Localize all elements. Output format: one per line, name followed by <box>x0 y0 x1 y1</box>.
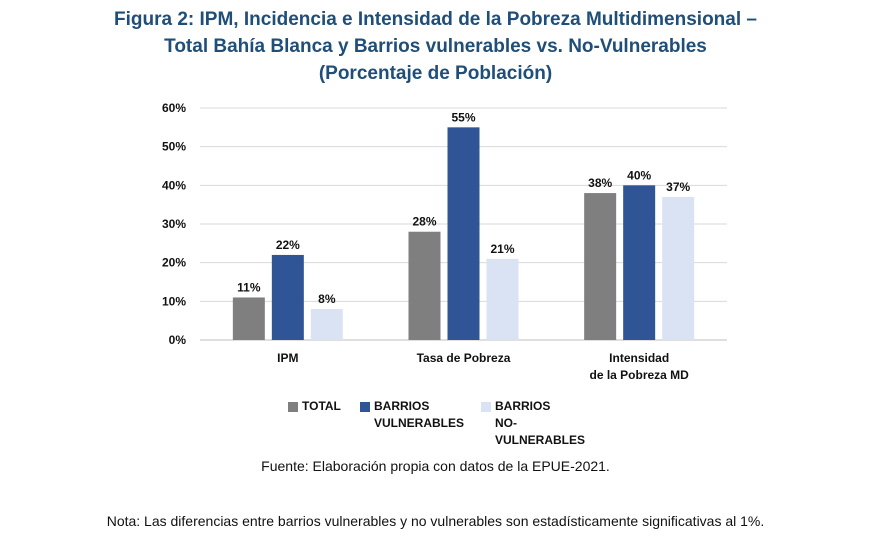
legend-label-vulnerables: BARRIOS VULNERABLES <box>374 399 465 430</box>
x-tick-label: IPM <box>277 351 298 365</box>
legend-label-no-vulnerables: BARRIOS NO-VULNERABLES <box>495 399 586 447</box>
bar <box>447 127 480 340</box>
bar <box>310 309 343 340</box>
data-label: 22% <box>276 238 300 252</box>
legend: TOTAL BARRIOS VULNERABLES BARRIOS NO-VUL… <box>0 398 871 447</box>
data-label: 21% <box>490 242 514 256</box>
title-line-2: Total Bahía Blanca y Barrios vulnerables… <box>164 36 707 57</box>
y-tick-label: 10% <box>162 294 186 308</box>
data-label: 37% <box>666 180 690 194</box>
legend-swatch-total <box>288 402 298 412</box>
chart-title: Figura 2: IPM, Incidencia e Intensidad d… <box>0 6 871 87</box>
bar <box>271 254 304 340</box>
legend-label-total: TOTAL <box>302 399 341 413</box>
data-label: 55% <box>451 110 475 124</box>
x-tick-label: Tasa de Pobreza <box>417 351 511 365</box>
data-label: 40% <box>627 168 651 182</box>
source-text: Fuente: Elaboración propia con datos de … <box>261 458 610 474</box>
bar <box>232 297 265 340</box>
data-label: 28% <box>412 215 436 229</box>
bar <box>623 185 656 340</box>
note-text: Nota: Las diferencias entre barrios vuln… <box>106 513 765 529</box>
bar-chart: 0% 10% 20% 30% 40% 50% 60% 11% 22% 8% IPM 28% 55% 21%… <box>162 101 727 382</box>
y-tick-label: 30% <box>162 217 186 231</box>
y-tick-label: 60% <box>162 101 186 115</box>
data-label: 8% <box>318 292 336 306</box>
y-tick-label: 20% <box>162 256 186 270</box>
legend-swatch-no-vulnerables <box>481 402 491 412</box>
data-label: 38% <box>588 176 612 190</box>
bar <box>662 196 695 340</box>
y-tick-label: 0% <box>169 333 187 347</box>
bar <box>486 258 519 340</box>
data-label: 11% <box>237 280 261 294</box>
title-line-1: Figura 2: IPM, Incidencia e Intensidad d… <box>114 9 757 30</box>
y-tick-label: 50% <box>162 140 186 154</box>
legend-swatch-vulnerables <box>360 402 370 412</box>
title-line-3: (Porcentaje de Población) <box>318 63 553 84</box>
bar <box>408 231 441 340</box>
x-tick-label: Intensidad de la Pobreza MD <box>589 351 689 382</box>
y-tick-label: 40% <box>162 178 186 192</box>
bar <box>584 193 617 340</box>
